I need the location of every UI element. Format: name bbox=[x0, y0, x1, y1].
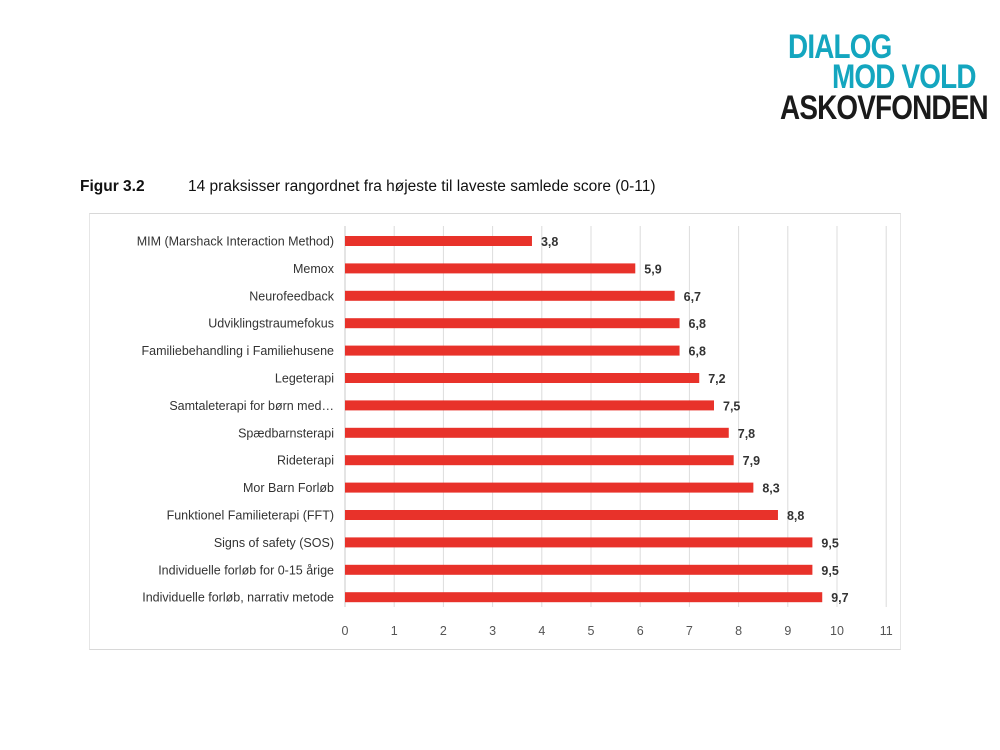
figure-number: Figur 3.2 bbox=[80, 178, 145, 195]
bar bbox=[345, 455, 734, 466]
bar bbox=[345, 318, 680, 329]
value-label: 8,3 bbox=[762, 482, 779, 496]
value-labels: 3,85,96,76,86,87,27,57,87,98,38,89,59,59… bbox=[541, 235, 849, 605]
value-label: 7,8 bbox=[738, 427, 755, 441]
askovfonden-logo: DIALOG MOD VOLD ASKOVFONDEN bbox=[776, 28, 989, 126]
category-labels: MIM (Marshack Interaction Method) Memox Ne… bbox=[137, 235, 335, 605]
value-label: 7,5 bbox=[723, 399, 740, 413]
x-tick-labels: 0 1 2 3 4 5 6 7 8 9 10 11 bbox=[342, 624, 893, 638]
category-label: Mor Barn Forløb bbox=[243, 481, 334, 495]
x-tick-label: 3 bbox=[489, 624, 496, 638]
value-label: 6,8 bbox=[689, 345, 706, 359]
category-label: Funktionel Familieterapi (FFT) bbox=[167, 509, 334, 523]
chart-frame: MIM (Marshack Interaction Method) Memox Ne… bbox=[89, 213, 901, 650]
category-label: Memox bbox=[293, 262, 335, 276]
figure-caption-text: 14 praksisser rangordnet fra højeste til… bbox=[188, 178, 656, 195]
category-label: Individuelle forløb for 0-15 årige bbox=[158, 563, 334, 577]
value-label: 9,5 bbox=[821, 564, 838, 578]
x-tick-label: 0 bbox=[342, 624, 349, 638]
bar bbox=[345, 373, 700, 383]
category-label: Individuelle forløb, narrativ metode bbox=[142, 591, 334, 605]
logo-line-mod-vold: MOD VOLD bbox=[832, 58, 977, 96]
bar bbox=[345, 263, 636, 274]
value-label: 6,7 bbox=[684, 290, 701, 304]
category-label: Legeterapi bbox=[275, 372, 334, 386]
figure-caption: Figur 3.2 14 praksisser rangordnet fra hø… bbox=[80, 178, 880, 196]
x-tick-label: 6 bbox=[637, 624, 644, 638]
x-tick-label: 2 bbox=[440, 624, 447, 638]
x-tick-label: 8 bbox=[735, 624, 742, 638]
category-label: Samtaleterapi for børn med… bbox=[169, 399, 334, 413]
x-tick-label: 1 bbox=[391, 624, 398, 638]
value-label: 3,8 bbox=[541, 235, 558, 249]
value-label: 9,7 bbox=[831, 591, 848, 605]
bar bbox=[345, 482, 754, 493]
bar-chart: MIM (Marshack Interaction Method) Memox Ne… bbox=[137, 226, 893, 638]
bar bbox=[345, 345, 680, 356]
category-label: Spædbarnsterapi bbox=[238, 426, 334, 440]
bar bbox=[345, 564, 813, 575]
value-label: 9,5 bbox=[821, 536, 838, 550]
bar bbox=[345, 400, 714, 411]
category-label: MIM (Marshack Interaction Method) bbox=[137, 235, 334, 249]
x-tick-label: 11 bbox=[880, 624, 893, 638]
value-label: 5,9 bbox=[644, 262, 661, 276]
logo-line-dialog: DIALOG bbox=[788, 28, 892, 66]
category-label: Signs of safety (SOS) bbox=[214, 536, 334, 550]
category-label: Neurofeedback bbox=[249, 289, 335, 303]
x-tick-label: 5 bbox=[588, 624, 595, 638]
bar bbox=[345, 537, 813, 548]
category-label: Rideterapi bbox=[277, 454, 334, 468]
bars bbox=[345, 236, 823, 603]
value-label: 6,8 bbox=[689, 317, 706, 331]
x-tick-label: 9 bbox=[784, 624, 791, 638]
value-label: 7,9 bbox=[743, 454, 760, 468]
category-label: Familiebehandling i Familiehusene bbox=[142, 344, 335, 358]
bar bbox=[345, 427, 729, 438]
bar bbox=[345, 592, 823, 603]
value-label: 7,2 bbox=[708, 372, 725, 386]
value-label: 8,8 bbox=[787, 509, 804, 523]
x-tick-label: 7 bbox=[686, 624, 693, 638]
x-tick-label: 4 bbox=[538, 624, 545, 638]
bar bbox=[345, 236, 532, 246]
x-tick-label: 10 bbox=[830, 624, 844, 638]
gridlines bbox=[344, 226, 887, 607]
category-label: Udviklingstraumefokus bbox=[208, 317, 334, 331]
bar bbox=[345, 510, 778, 520]
logo-line-askovfonden: ASKOVFONDEN bbox=[780, 89, 989, 127]
bar bbox=[345, 290, 675, 301]
